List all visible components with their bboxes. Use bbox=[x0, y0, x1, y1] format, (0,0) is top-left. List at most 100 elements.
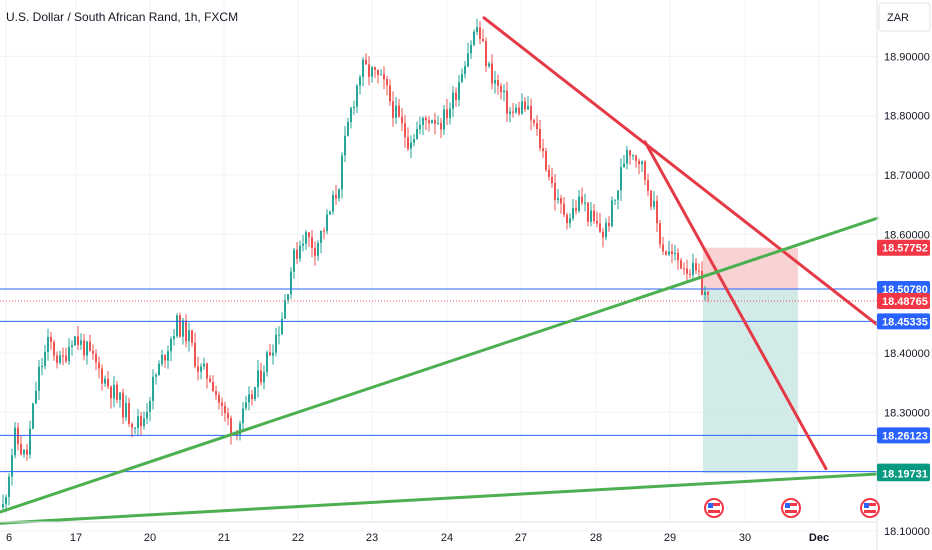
us-event-icon[interactable] bbox=[704, 498, 724, 518]
candle-body bbox=[290, 271, 292, 295]
candle-body bbox=[656, 200, 658, 224]
stop-loss-zone[interactable] bbox=[703, 247, 798, 290]
candle-body bbox=[260, 370, 262, 383]
candle-body bbox=[23, 449, 25, 455]
trendline-green[interactable] bbox=[0, 216, 879, 514]
candle-body bbox=[143, 418, 145, 427]
candle-body bbox=[479, 27, 481, 39]
candle-body bbox=[461, 73, 463, 83]
candle-body bbox=[569, 218, 571, 224]
candle-body bbox=[323, 230, 325, 232]
candle-body bbox=[512, 111, 514, 113]
trendline-red[interactable] bbox=[643, 140, 828, 471]
candle-body bbox=[374, 67, 376, 70]
candle-body bbox=[35, 390, 37, 404]
candle-body bbox=[68, 346, 70, 362]
candle-body bbox=[545, 151, 547, 170]
price-tag-label: 18.45335 bbox=[882, 316, 928, 328]
candle-body bbox=[515, 107, 517, 113]
currency-button[interactable]: ZAR bbox=[878, 2, 931, 32]
price-tag: 18.45335 bbox=[877, 313, 930, 330]
candle-body bbox=[431, 120, 433, 124]
candle-body bbox=[80, 340, 82, 345]
candle-body bbox=[695, 262, 697, 271]
candle-body bbox=[578, 196, 580, 211]
candle-body bbox=[245, 402, 247, 409]
candle-body bbox=[677, 252, 679, 261]
candle-body bbox=[692, 262, 694, 275]
candle-body bbox=[401, 116, 403, 124]
candle-body bbox=[572, 208, 574, 219]
candle-body bbox=[536, 123, 538, 130]
candlestick-series bbox=[2, 18, 709, 513]
candle-body bbox=[95, 353, 97, 363]
time-tick-label: 6 bbox=[6, 532, 12, 544]
time-tick-label: 28 bbox=[590, 532, 602, 544]
candle-body bbox=[641, 161, 643, 165]
candle-body bbox=[197, 366, 199, 372]
us-event-icon[interactable] bbox=[781, 498, 801, 518]
candle-body bbox=[335, 195, 337, 199]
us-event-icon[interactable] bbox=[860, 498, 880, 518]
economic-events[interactable] bbox=[704, 498, 880, 518]
candle-body bbox=[614, 199, 616, 201]
time-tick-label: 17 bbox=[70, 532, 82, 544]
horizontal-levels[interactable] bbox=[0, 288, 877, 473]
candle-body bbox=[125, 403, 127, 418]
candle-body bbox=[128, 403, 130, 424]
price-scale[interactable]: 18.90000 18.80000 18.70000 18.60000 18.40000… bbox=[876, 0, 930, 550]
candle-body bbox=[671, 251, 673, 254]
candle-body bbox=[368, 64, 370, 77]
candle-body bbox=[437, 122, 439, 124]
candle-body bbox=[413, 139, 415, 143]
candle-body bbox=[155, 375, 157, 377]
candle-body bbox=[269, 352, 271, 356]
candle-body bbox=[278, 334, 280, 336]
candle-body bbox=[620, 167, 622, 191]
time-scale[interactable]: 6 17 20 21 22 23 24 27 28 29 30 Dec bbox=[0, 521, 877, 544]
candle-body bbox=[218, 394, 220, 403]
candle-body bbox=[590, 210, 592, 222]
trendlines[interactable] bbox=[0, 16, 879, 525]
price-tag-label: 18.19731 bbox=[882, 468, 928, 480]
candle-body bbox=[326, 214, 328, 232]
candle-body bbox=[377, 69, 379, 76]
time-tick-label: 29 bbox=[664, 532, 676, 544]
candle-body bbox=[473, 31, 475, 45]
candle-body bbox=[422, 117, 424, 125]
take-profit-zone[interactable] bbox=[703, 289, 798, 474]
trendline-red[interactable] bbox=[482, 16, 879, 327]
candle-body bbox=[587, 202, 589, 222]
candle-body bbox=[554, 182, 556, 201]
candle-body bbox=[5, 497, 7, 505]
candle-body bbox=[452, 92, 454, 109]
candle-body bbox=[350, 108, 352, 123]
candle-body bbox=[137, 416, 139, 428]
price-tag-bg bbox=[877, 465, 930, 482]
candle-body bbox=[449, 108, 451, 119]
candle-body bbox=[632, 155, 634, 157]
candle-body bbox=[446, 109, 448, 119]
trendline-green[interactable] bbox=[0, 472, 879, 525]
candle-body bbox=[89, 341, 91, 351]
candle-body bbox=[347, 122, 349, 136]
candle-body bbox=[167, 351, 169, 361]
candle-body bbox=[194, 342, 196, 367]
time-tick-label: 23 bbox=[366, 532, 378, 544]
candle-body bbox=[320, 230, 322, 243]
candle-body bbox=[329, 211, 331, 215]
candle-body bbox=[665, 251, 667, 255]
candle-body bbox=[212, 381, 214, 392]
candle-body bbox=[110, 386, 112, 399]
candle-body bbox=[488, 63, 490, 67]
candle-body bbox=[221, 402, 223, 406]
candle-body bbox=[26, 449, 28, 455]
candle-body bbox=[407, 137, 409, 149]
candle-body bbox=[296, 249, 298, 259]
candle-body bbox=[566, 214, 568, 224]
candle-body bbox=[182, 320, 184, 337]
candle-body bbox=[497, 80, 499, 86]
candle-body bbox=[230, 418, 232, 435]
candle-body bbox=[272, 352, 274, 356]
